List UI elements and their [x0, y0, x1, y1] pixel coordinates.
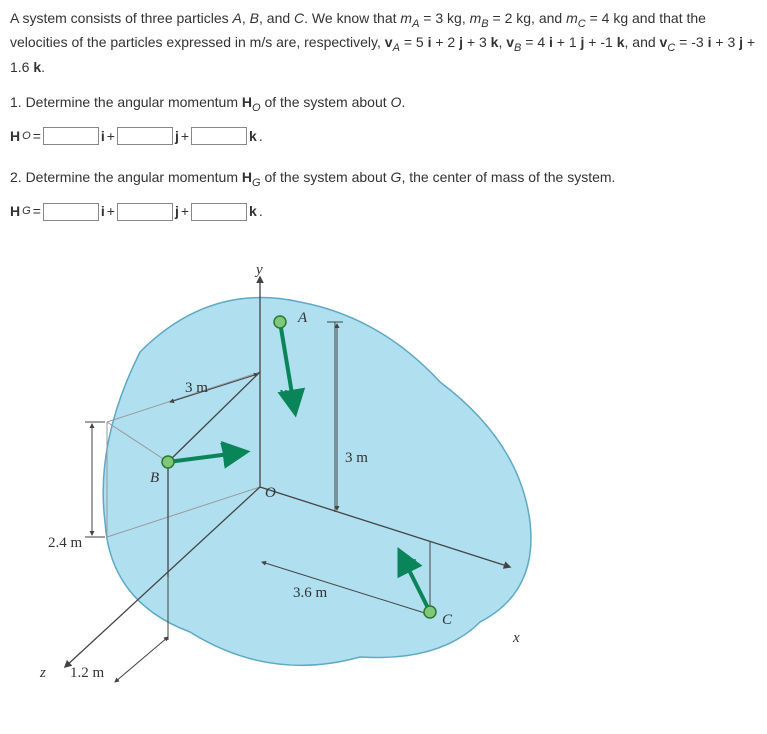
plus: + — [181, 126, 189, 147]
text: H — [242, 169, 252, 185]
diagram-svg: y x z A B C O vA vB vC 3 m 3 m 2.4 m 3.6… — [10, 262, 570, 692]
axis-y-label: y — [254, 262, 263, 278]
question-1: 1. Determine the angular momentum HO of … — [10, 92, 757, 116]
label-o: O — [265, 485, 276, 501]
dim-front-label: 3.6 m — [293, 585, 328, 601]
plus: + — [181, 201, 189, 222]
text: v — [385, 34, 393, 50]
text: v — [506, 34, 514, 50]
text: C — [294, 10, 304, 26]
dim-left — [85, 422, 105, 537]
dot: . — [259, 201, 263, 222]
text: G — [252, 177, 261, 189]
node-b — [162, 456, 174, 468]
ho-k-input[interactable] — [191, 127, 247, 145]
question-2: 2. Determine the angular momentum HG of … — [10, 167, 757, 191]
text: , the center of mass of the system. — [401, 169, 615, 185]
dot: . — [259, 126, 263, 147]
text: + 2 — [431, 34, 459, 50]
equals: = — [33, 201, 41, 222]
figure: y x z A B C O vA vB vC 3 m 3 m 2.4 m 3.6… — [10, 262, 757, 698]
equation-hg: HG = i + j + k. — [10, 201, 757, 222]
dim-left-label: 2.4 m — [48, 535, 83, 551]
ho-i-input[interactable] — [43, 127, 99, 145]
text: + 3 — [711, 34, 739, 50]
text: , and — [259, 10, 294, 26]
text: 1. Determine the angular momentum — [10, 94, 242, 110]
text: . — [41, 59, 45, 75]
text: A — [233, 10, 242, 26]
lhs-symbol: H — [10, 126, 20, 147]
text: + 3 — [463, 34, 491, 50]
unit-j: j — [175, 201, 179, 222]
unit-i: i — [101, 201, 105, 222]
node-c — [424, 606, 436, 618]
plus: + — [107, 126, 115, 147]
hg-k-input[interactable] — [191, 203, 247, 221]
text: = 4 — [521, 34, 549, 50]
label-c: C — [442, 612, 453, 628]
equals: = — [33, 126, 41, 147]
text: = 5 — [400, 34, 428, 50]
dim-z-label: 1.2 m — [70, 665, 105, 681]
text: , — [242, 10, 250, 26]
text: = -3 — [675, 34, 707, 50]
unit-j: j — [175, 126, 179, 147]
text: of the system about — [261, 169, 391, 185]
text: C — [578, 18, 586, 30]
text: G — [391, 169, 402, 185]
label-a: A — [297, 310, 308, 326]
dim-top-label: 3 m — [185, 380, 208, 396]
text: A — [393, 42, 400, 54]
text: . We know that — [304, 10, 400, 26]
text: . — [401, 94, 405, 110]
text: = 2 kg, and — [489, 10, 566, 26]
axis-x-label: x — [512, 630, 520, 646]
text: A system consists of three particles — [10, 10, 233, 26]
text: , and — [625, 34, 660, 50]
text: k — [33, 59, 41, 75]
text: + -1 — [584, 34, 616, 50]
ho-j-input[interactable] — [117, 127, 173, 145]
node-a — [274, 316, 286, 328]
lhs-sub: G — [22, 203, 31, 220]
axis-z-label: z — [39, 665, 46, 681]
text: B — [481, 18, 488, 30]
unit-i: i — [101, 126, 105, 147]
equation-ho: HO = i + j + k. — [10, 126, 757, 147]
text: + 1 — [553, 34, 581, 50]
unit-k: k — [249, 126, 257, 147]
plus: + — [107, 201, 115, 222]
text: k — [617, 34, 625, 50]
unit-k: k — [249, 201, 257, 222]
text: 2. Determine the angular momentum — [10, 169, 242, 185]
hg-i-input[interactable] — [43, 203, 99, 221]
dim-right-label: 3 m — [345, 450, 368, 466]
label-b: B — [150, 470, 159, 486]
lhs-sub: O — [22, 128, 31, 145]
text: O — [391, 94, 402, 110]
dim-z — [115, 637, 168, 682]
text: of the system about — [261, 94, 391, 110]
text: m — [566, 10, 578, 26]
text: m — [470, 10, 482, 26]
text: m — [400, 10, 412, 26]
text: O — [252, 101, 261, 113]
text: = 3 kg, — [419, 10, 469, 26]
text: B — [250, 10, 259, 26]
lhs-symbol: H — [10, 201, 20, 222]
hg-j-input[interactable] — [117, 203, 173, 221]
problem-statement: A system consists of three particles A , … — [10, 8, 757, 78]
text: H — [242, 94, 252, 110]
